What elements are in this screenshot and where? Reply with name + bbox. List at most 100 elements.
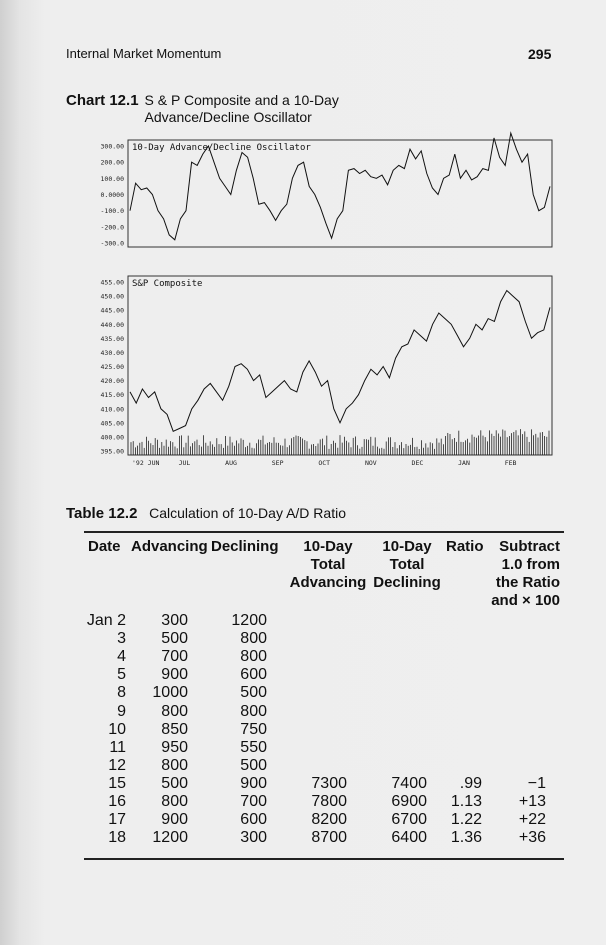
y-tick-label: 440.00	[101, 321, 125, 329]
table-cell: 600	[240, 811, 267, 829]
table-cell: 11	[109, 738, 126, 756]
table-cell: 500	[240, 684, 267, 702]
table-cell: 7400	[391, 774, 427, 792]
table-cell: 750	[240, 720, 267, 738]
y-tick-label: -100.0	[101, 207, 125, 215]
column-header-line: Total	[389, 556, 425, 573]
table-cell: 6700	[391, 811, 427, 829]
table-cell: 800	[161, 702, 188, 720]
column-header: Declining	[211, 538, 283, 556]
chart-frame	[127, 139, 553, 248]
table-cell: 8	[117, 684, 126, 702]
column-header: Advancing	[131, 538, 211, 556]
chart-frame	[127, 275, 553, 456]
table-title: Calculation of 10-Day A/D Ratio	[149, 505, 346, 521]
chart-title: 10-Day Advance/Decline Oscillator	[132, 143, 311, 153]
table-cell: 600	[240, 666, 267, 684]
column-header-line: Advancing	[289, 574, 367, 591]
table-cell: 700	[161, 648, 188, 666]
column-header: Date	[88, 538, 128, 556]
y-tick-label: 100.00	[101, 175, 125, 183]
table-cell: 500	[161, 774, 188, 792]
table-cell: 1200	[152, 829, 188, 847]
table-cell: 7800	[311, 793, 347, 810]
column-header-line: 10-Day	[303, 538, 353, 555]
table-bottom-rule	[84, 858, 564, 860]
table-cell: 17	[108, 811, 126, 829]
table-cell: 500	[161, 630, 188, 648]
y-tick-label: 395.00	[101, 448, 125, 456]
table-cell: Jan 2	[86, 612, 126, 629]
column-header-line: Subtract	[499, 538, 560, 555]
column-header-line: Ratio	[446, 538, 484, 555]
x-tick-label: OCT	[318, 459, 330, 467]
column-header-line: and × 100	[491, 592, 560, 609]
y-tick-label: -200.0	[101, 223, 125, 231]
table-cell: −1	[527, 774, 546, 792]
chart-title-line1: S & P Composite and a 10-Day	[144, 92, 339, 108]
series-line	[129, 289, 551, 432]
x-tick-label: FEB	[505, 459, 517, 467]
table-cell: 800	[240, 630, 267, 648]
chart-title: S&P Composite	[132, 279, 202, 289]
column-header-line: Declining	[211, 538, 279, 555]
y-tick-label: 425.00	[101, 363, 125, 371]
table-cell: 500	[240, 756, 267, 774]
y-tick-label: -300.0	[101, 240, 125, 248]
x-tick-label: JAN	[458, 459, 470, 467]
y-tick-label: 420.00	[101, 377, 125, 385]
table-cell: 1200	[231, 612, 267, 629]
column-header-line: Declining	[373, 574, 441, 591]
table-cell: 900	[161, 666, 188, 684]
table-label: Table 12.2	[66, 505, 138, 522]
table-top-rule	[84, 531, 564, 533]
y-tick-label: 400.00	[101, 433, 125, 441]
table-cell: 8200	[311, 811, 347, 829]
table-cell: 300	[240, 829, 267, 847]
running-head: Internal Market Momentum	[66, 46, 222, 61]
table-cell: 12	[108, 756, 126, 774]
table-cell: 3	[117, 630, 126, 648]
table-cell: 1.22	[450, 811, 482, 829]
y-tick-label: 455.00	[101, 279, 125, 287]
table-cell: 6900	[391, 793, 427, 810]
x-tick-label: '92 JUN	[132, 459, 159, 467]
table-cell: 5	[117, 666, 126, 684]
y-tick-label: 410.00	[101, 405, 125, 413]
x-tick-label: JUL	[179, 459, 191, 467]
column-header: Ratio	[446, 538, 488, 556]
chart-title-line2: Advance/Decline Oscillator	[144, 109, 312, 125]
chart-caption: Chart 12.1 S & P Composite and a 10-Day Ad…	[66, 92, 339, 126]
y-tick-label: 430.00	[101, 349, 125, 357]
table-cell: 900	[240, 774, 267, 792]
chart-label: Chart 12.1	[66, 92, 139, 109]
table-cell: 16	[108, 793, 126, 810]
y-tick-label: 450.00	[101, 293, 125, 301]
column-header-line: Total	[310, 556, 346, 573]
table-cell: 950	[161, 738, 188, 756]
series-line	[129, 131, 551, 241]
column-header: 10-Day Total Declining	[370, 538, 444, 592]
table-cell: 4	[117, 648, 126, 666]
table-cell: +22	[518, 811, 546, 829]
table-cell: 800	[240, 648, 267, 666]
table-cell: 10	[108, 720, 126, 738]
x-tick-label: AUG	[225, 459, 237, 467]
x-tick-label: NOV	[365, 459, 377, 467]
table-cell: 7300	[311, 774, 347, 792]
column-header: Subtract 1.0 from the Ratio and × 100	[490, 538, 560, 610]
x-tick-label: SEP	[272, 459, 284, 467]
table-cell: 8700	[311, 829, 347, 847]
y-tick-label: 0.0000	[101, 191, 125, 199]
table-cell: 800	[240, 702, 267, 720]
table-cell: 9	[117, 702, 126, 720]
y-tick-label: 415.00	[101, 391, 125, 399]
table-cell: 1000	[152, 684, 188, 702]
table-cell: 550	[240, 738, 267, 756]
column-header-line: 10-Day	[382, 538, 432, 555]
table-cell: 1.13	[450, 793, 482, 810]
column-header-line: 1.0 from	[501, 556, 560, 573]
table-cell: 6400	[391, 829, 427, 847]
y-tick-label: 405.00	[101, 419, 125, 427]
